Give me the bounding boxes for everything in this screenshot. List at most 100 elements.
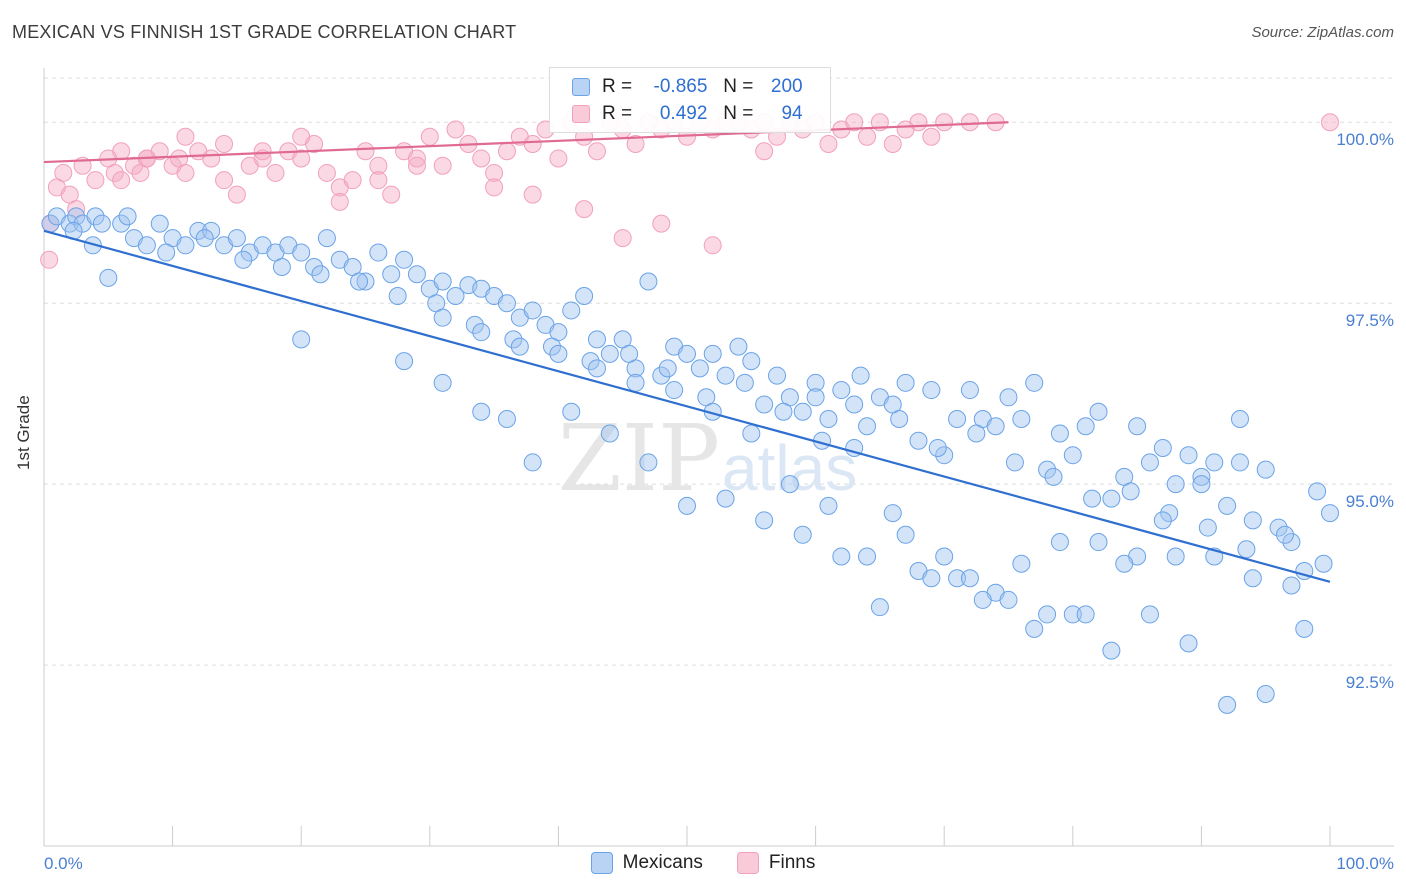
finns-point: [407, 149, 426, 168]
finns-point: [112, 171, 131, 190]
mexicans-point: [703, 344, 722, 363]
mexicans-point: [1321, 504, 1339, 523]
finns-point: [112, 142, 131, 161]
mexicans-point: [1005, 453, 1024, 472]
mexicans-point: [948, 410, 967, 429]
mexicans-point: [883, 504, 902, 523]
mexicans-point: [433, 373, 452, 392]
finns-point: [1321, 113, 1339, 132]
mexicans-point: [600, 344, 619, 363]
mexicans-point: [1192, 475, 1211, 494]
finns-point: [292, 149, 311, 168]
mexicans-point: [819, 496, 838, 515]
r-value-mexicans: -0.865: [653, 76, 708, 97]
finns-point: [922, 127, 941, 146]
mexicans-point: [755, 511, 774, 530]
mexicans-point: [1089, 402, 1108, 421]
mexicans-point: [395, 250, 414, 269]
mexicans-point: [1192, 467, 1211, 486]
finns-point: [549, 149, 568, 168]
legend-label-mexicans: Mexicans: [622, 852, 703, 873]
mexicans-point: [870, 598, 889, 617]
r-label: R =: [602, 103, 633, 124]
y-tick-label-0: 100.0%: [1336, 130, 1394, 150]
mexicans-swatch: [572, 78, 590, 96]
mexicans-point: [928, 438, 947, 457]
finns-point: [587, 142, 606, 161]
mexicans-point: [1121, 482, 1140, 501]
mexicans-point: [433, 272, 452, 291]
mexicans-point: [1050, 533, 1069, 552]
finns-point: [485, 178, 504, 197]
axes: [43, 68, 1394, 847]
finns-legend-swatch: [736, 852, 759, 874]
mexicans-point: [793, 402, 812, 421]
mexicans-point: [909, 431, 928, 450]
x-tick-label-min: 0.0%: [44, 854, 83, 873]
mexicans-point: [1083, 489, 1102, 508]
r-label: R =: [602, 76, 633, 97]
mexicans-point: [317, 229, 336, 248]
mexicans-point: [1012, 410, 1031, 429]
mexicans-point: [497, 410, 516, 429]
mexicans-point: [1140, 453, 1159, 472]
finns-point: [176, 163, 195, 182]
n-value-mexicans: 200: [770, 76, 803, 97]
mexicans-point: [1050, 424, 1069, 443]
finns-point: [227, 185, 246, 204]
finns-point: [485, 163, 504, 182]
mexicans-point: [960, 381, 979, 400]
mexicans-point: [99, 268, 118, 287]
finns-point: [369, 156, 388, 175]
mexicans-point: [1218, 496, 1237, 515]
legend-item-finns[interactable]: Finns: [736, 852, 815, 874]
mexicans-point: [1128, 417, 1147, 436]
finns-point: [176, 127, 195, 146]
mexicans-point: [620, 344, 639, 363]
mexicans-point: [562, 301, 581, 320]
mexicans-point: [504, 330, 523, 349]
mexicans-point: [1063, 605, 1082, 624]
finns-point: [215, 134, 234, 153]
mexicans-point: [150, 214, 169, 233]
finns-point: [575, 200, 594, 219]
finns-point: [215, 171, 234, 190]
finns-point: [253, 142, 272, 161]
mexicans-point: [742, 352, 761, 371]
finns-point: [523, 134, 542, 153]
mexicans-point: [678, 344, 696, 363]
series-legend: Mexicans Finns: [0, 852, 1406, 874]
finns-point: [626, 134, 645, 153]
mexicans-point: [806, 388, 825, 407]
mexicans-point: [1282, 576, 1301, 595]
mexicans-point: [896, 373, 915, 392]
mexicans-point: [202, 221, 221, 240]
mexicans-point: [896, 525, 915, 544]
finns-point: [382, 185, 401, 204]
mexicans-point: [1179, 446, 1198, 465]
mexicans-point: [999, 388, 1018, 407]
finns-point: [613, 229, 632, 248]
mexicans-point: [1230, 410, 1249, 429]
mexicans-point: [1076, 605, 1095, 624]
mexicans-point: [1089, 533, 1108, 552]
finns-point: [202, 149, 221, 168]
mexicans-point: [1063, 446, 1082, 465]
mexicans-point: [510, 337, 529, 356]
mexicans-point: [986, 417, 1005, 436]
mexicans-point: [1295, 619, 1314, 638]
mexicans-point: [1038, 605, 1057, 624]
mexicans-point: [433, 308, 452, 327]
legend-item-mexicans[interactable]: Mexicans: [590, 852, 703, 874]
finns-point: [446, 120, 465, 139]
mexicans-point: [652, 366, 671, 385]
mexicans-point: [780, 475, 799, 494]
trend-lines: [43, 121, 1331, 583]
mexicans-point: [137, 236, 156, 255]
mexicans-point: [735, 373, 754, 392]
mexicans-point: [388, 286, 407, 305]
mexicans-point: [1076, 417, 1095, 436]
mexicans-point: [189, 221, 208, 240]
finns-point: [935, 113, 954, 132]
